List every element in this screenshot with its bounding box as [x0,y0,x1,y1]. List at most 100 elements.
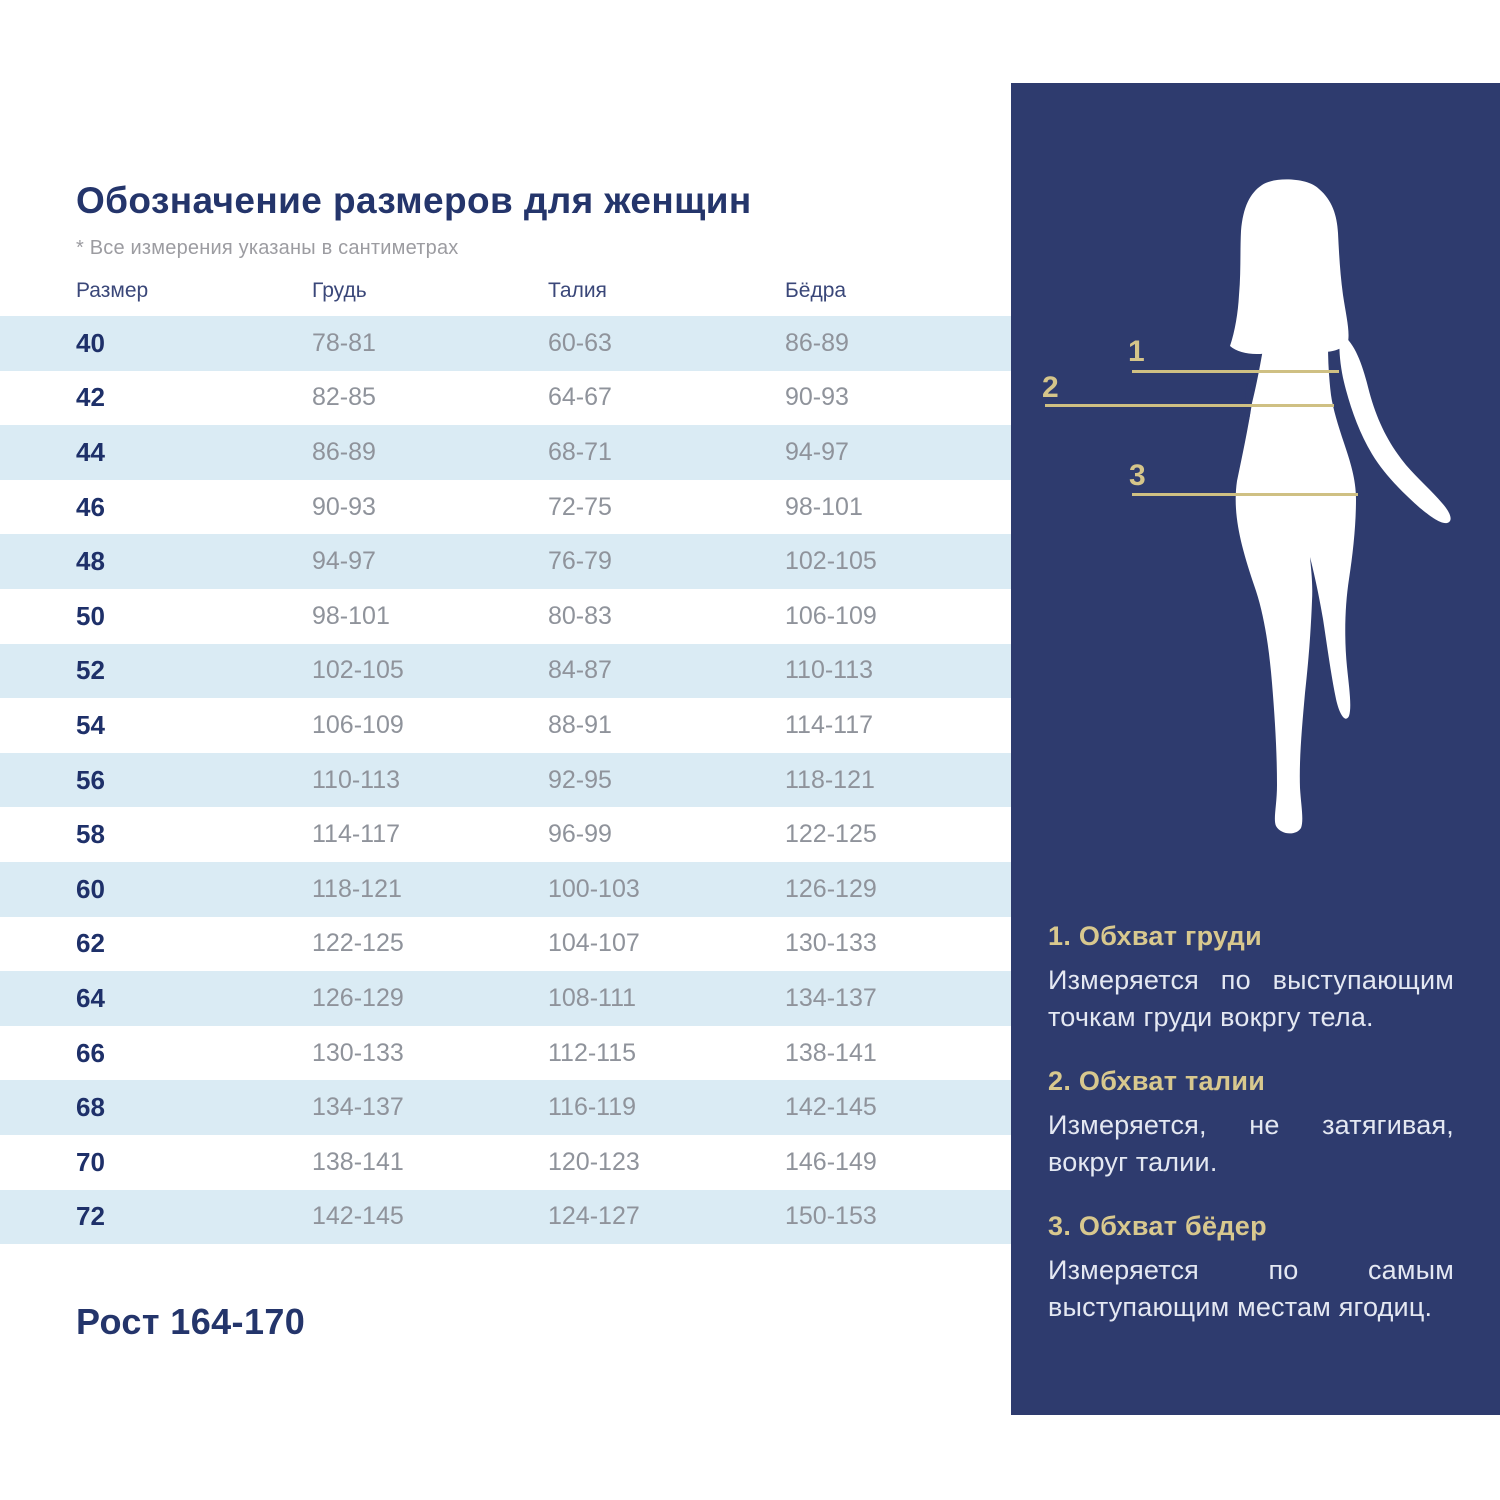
waist-cell: 80-83 [548,601,612,630]
hips-cell: 98-101 [785,492,863,521]
table-row: 50 98-101 80-83 106-109 [0,589,1011,644]
size-cell: 48 [76,546,105,577]
hips-cell: 122-125 [785,820,877,849]
waist-cell: 88-91 [548,710,612,739]
waist-cell: 112-115 [548,1038,637,1067]
chest-cell: 130-133 [312,1038,404,1067]
chest-marker-line [1132,370,1339,373]
size-cell: 40 [76,327,105,358]
chest-cell: 118-121 [312,874,402,903]
table-row: 54 106-109 88-91 114-117 [0,698,1011,753]
table-row: 58 114-117 96-99 122-125 [0,807,1011,862]
hips-cell: 90-93 [785,383,849,412]
waist-cell: 76-79 [548,547,612,576]
waist-cell: 92-95 [548,765,612,794]
size-cell: 44 [76,436,105,467]
chest-cell: 102-105 [312,656,404,685]
hips-cell: 130-133 [785,929,877,958]
legend-item: 3. Обхват бёдер Измеряется по самым выст… [1048,1211,1454,1326]
table-row: 46 90-93 72-75 98-101 [0,480,1011,535]
height-range: Рост 164-170 [76,1301,306,1342]
hips-cell: 150-153 [785,1202,877,1231]
size-cell: 50 [76,600,105,631]
woman-silhouette-illustration [1230,179,1451,834]
waist-marker-line [1045,404,1334,407]
hips-cell: 114-117 [785,710,874,739]
size-cell: 42 [76,382,105,413]
table-row: 44 86-89 68-71 94-97 [0,425,1011,480]
table-row: 52 102-105 84-87 110-113 [0,643,1011,699]
chest-marker-number: 1 [1128,335,1145,368]
hips-cell: 142-145 [785,1093,877,1122]
size-cell: 66 [76,1037,105,1068]
table-row: 72 142-145 124-127 150-153 [0,1189,1011,1245]
size-cell: 56 [76,764,105,795]
chest-cell: 126-129 [312,983,404,1012]
hips-cell: 102-105 [785,547,877,576]
table-row: 66 130-133 112-115 138-141 [0,1026,1011,1081]
hips-marker-number: 3 [1129,459,1146,492]
chest-cell: 98-101 [312,601,390,630]
size-cell: 58 [76,819,105,850]
chest-cell: 114-117 [312,820,401,849]
waist-cell: 96-99 [548,820,612,849]
size-table: 40 78-81 60-63 86-89 42 82-85 64-67 90-9… [0,316,1011,1245]
chest-cell: 90-93 [312,492,376,521]
hips-cell: 110-113 [785,656,874,685]
waist-cell: 60-63 [548,328,612,357]
waist-cell: 108-111 [548,983,637,1012]
chest-cell: 78-81 [312,328,376,357]
hips-cell: 126-129 [785,874,877,903]
chest-cell: 134-137 [312,1093,404,1122]
legend-item-title: 2. Обхват талии [1048,1066,1266,1096]
legend-item: 2. Обхват талии Измеряется, не затягивая… [1048,1066,1454,1181]
hips-cell: 118-121 [785,765,875,794]
page-title: Обозначение размеров для женщин [76,179,752,221]
legend-item-text: Измеряется по самым выступающим местам я… [1048,1255,1454,1322]
column-header-waist: Талия [548,278,607,302]
size-cell: 68 [76,1092,105,1123]
waist-marker-number: 2 [1042,371,1059,404]
table-header-row: Размер Грудь Талия Бёдра [0,265,1011,316]
size-cell: 60 [76,873,105,904]
waist-cell: 120-123 [548,1147,640,1176]
chest-cell: 110-113 [312,765,401,794]
hips-cell: 138-141 [785,1038,877,1067]
waist-cell: 68-71 [548,437,612,466]
size-cell: 64 [76,982,105,1013]
table-row: 56 110-113 92-95 118-121 [0,752,1011,808]
chest-cell: 106-109 [312,710,404,739]
waist-cell: 72-75 [548,492,612,521]
legend-item-title: 3. Обхват бёдер [1048,1211,1267,1241]
legend-item-text: Измеряется по выступающим точкам груди в… [1048,965,1454,1032]
size-cell: 70 [76,1146,105,1177]
hips-marker-line [1132,493,1358,496]
size-cell: 52 [76,655,105,686]
size-cell: 62 [76,928,105,959]
legend-item-text: Измеряется, не затягивая, вокруг талии. [1048,1110,1454,1177]
units-note: * Все измерения указаны в сантиметрах [76,237,459,259]
waist-cell: 104-107 [548,929,640,958]
table-row: 64 126-129 108-111 134-137 [0,971,1011,1026]
waist-cell: 124-127 [548,1202,640,1231]
size-cell: 72 [76,1201,105,1232]
chest-cell: 138-141 [312,1147,404,1176]
chest-cell: 94-97 [312,547,376,576]
size-cell: 54 [76,709,105,740]
table-row: 68 134-137 116-119 142-145 [0,1080,1011,1135]
table-row: 70 138-141 120-123 146-149 [0,1135,1011,1190]
hips-cell: 94-97 [785,437,849,466]
column-header-chest: Грудь [312,278,367,302]
table-row: 42 82-85 64-67 90-93 [0,371,1011,426]
legend-item: 1. Обхват груди Измеряется по выступающи… [1048,921,1454,1036]
size-cell: 46 [76,491,105,522]
waist-cell: 84-87 [548,656,612,685]
hips-cell: 106-109 [785,601,877,630]
legend-item-title: 1. Обхват груди [1048,921,1262,951]
waist-cell: 64-67 [548,383,612,412]
hips-cell: 134-137 [785,983,877,1012]
table-row: 48 94-97 76-79 102-105 [0,534,1011,589]
table-row: 40 78-81 60-63 86-89 [0,316,1011,371]
hips-cell: 146-149 [785,1147,877,1176]
